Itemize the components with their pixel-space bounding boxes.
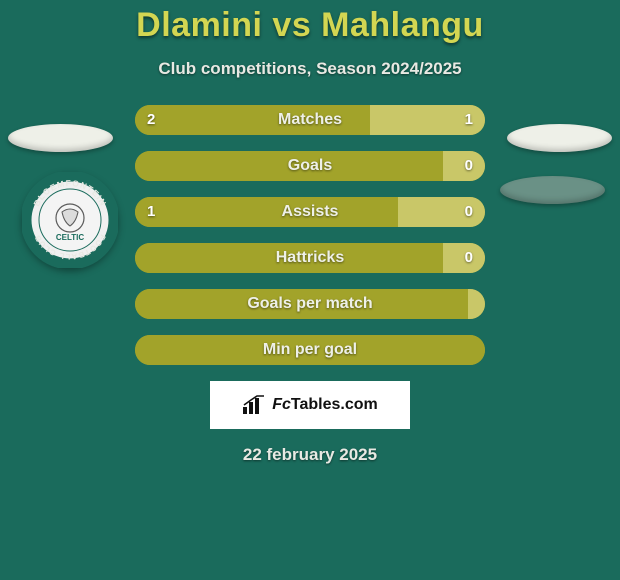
stat-bar-left xyxy=(135,151,443,181)
stat-value-right: 1 xyxy=(465,105,473,135)
footer-date: 22 february 2025 xyxy=(0,445,620,465)
stat-bar-left xyxy=(135,243,443,273)
stat-value-right: 0 xyxy=(465,151,473,181)
brand-prefix: Fc xyxy=(272,396,291,413)
stat-row: Goals0 xyxy=(135,151,485,181)
stat-bar-left xyxy=(135,105,370,135)
stat-value-right: 0 xyxy=(465,197,473,227)
club-badge: BLOEMFONTEIN FOOTBALL CLUB CELTIC xyxy=(22,172,118,268)
stat-bar-right xyxy=(468,289,486,319)
stat-row: Assists10 xyxy=(135,197,485,227)
brand-text: FcTables.com xyxy=(272,396,378,414)
stat-value-right: 0 xyxy=(465,243,473,273)
stat-bar-left xyxy=(135,197,398,227)
comparison-infographic: Dlamini vs Mahlangu Club competitions, S… xyxy=(0,0,620,580)
badge-center-text: CELTIC xyxy=(56,233,85,242)
player-right-oval-secondary xyxy=(500,176,605,204)
subtitle: Club competitions, Season 2024/2025 xyxy=(0,59,620,79)
stat-value-left: 2 xyxy=(147,105,155,135)
stat-value-left: 1 xyxy=(147,197,155,227)
brand-box: FcTables.com xyxy=(210,381,410,429)
stat-bars: Matches21Goals0Assists10Hattricks0Goals … xyxy=(135,105,485,365)
club-badge-svg: BLOEMFONTEIN FOOTBALL CLUB CELTIC xyxy=(22,172,118,268)
stat-row: Min per goal xyxy=(135,335,485,365)
stat-row: Goals per match xyxy=(135,289,485,319)
brand-rest: Tables.com xyxy=(291,396,378,413)
stat-row: Hattricks0 xyxy=(135,243,485,273)
stat-bar-left xyxy=(135,335,485,365)
player-left-oval xyxy=(8,124,113,152)
stat-row: Matches21 xyxy=(135,105,485,135)
player-right-oval xyxy=(507,124,612,152)
stat-bar-left xyxy=(135,289,468,319)
bars-icon xyxy=(242,395,266,415)
page-title: Dlamini vs Mahlangu xyxy=(0,0,620,45)
